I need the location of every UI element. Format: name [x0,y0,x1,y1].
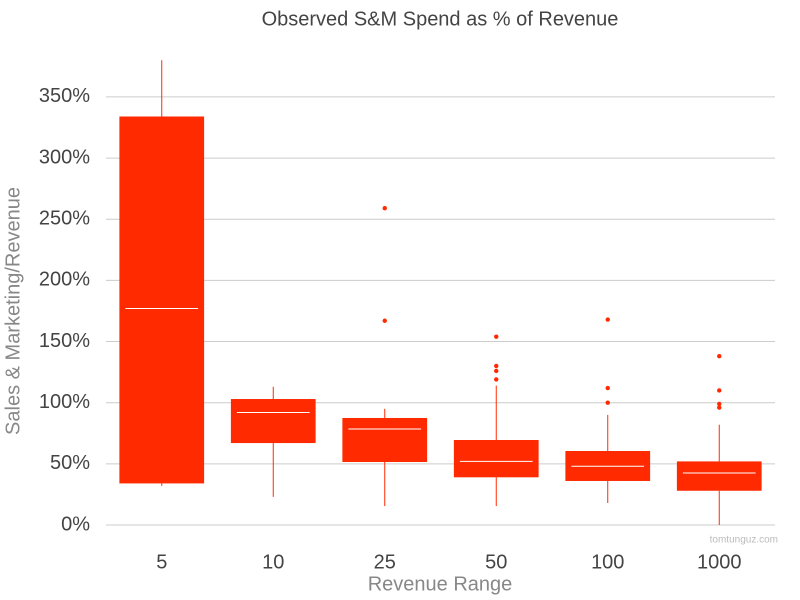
x-tick-label: 5 [156,551,167,573]
outlier [717,401,722,407]
x-tick-label: 1000 [697,551,742,573]
outlier [717,354,722,359]
outlier [605,400,610,405]
y-tick-label: 0% [61,513,90,535]
box [119,116,205,484]
x-tick-label: 25 [374,551,396,573]
box [342,417,428,463]
y-tick-label: 300% [39,146,90,168]
y-axis-title: Sales & Marketing/Revenue [2,187,24,435]
chart-title: Observed S&M Spend as % of Revenue [262,8,619,30]
y-tick-label: 250% [39,208,90,230]
outlier [494,334,499,339]
x-tick-label: 100 [591,551,624,573]
y-tick-label: 200% [39,269,90,291]
outlier [494,368,499,374]
box [676,461,762,491]
y-tick-label: 50% [50,452,90,474]
y-tick-label: 350% [39,85,90,107]
outlier [382,206,387,211]
x-axis-title: Revenue Range [368,573,513,595]
outlier [717,405,722,410]
outlier [494,363,499,369]
outlier [494,377,499,382]
outlier [605,385,610,391]
x-tick-label: 50 [485,551,507,573]
box [230,399,316,444]
outlier [717,388,722,393]
x-tick-label: 10 [262,551,284,573]
watermark: tomtunguz.com [710,535,778,546]
outlier [605,317,610,322]
outlier [382,318,387,323]
box [453,439,539,478]
y-tick-label: 100% [39,391,90,413]
y-tick-label: 150% [39,330,90,352]
